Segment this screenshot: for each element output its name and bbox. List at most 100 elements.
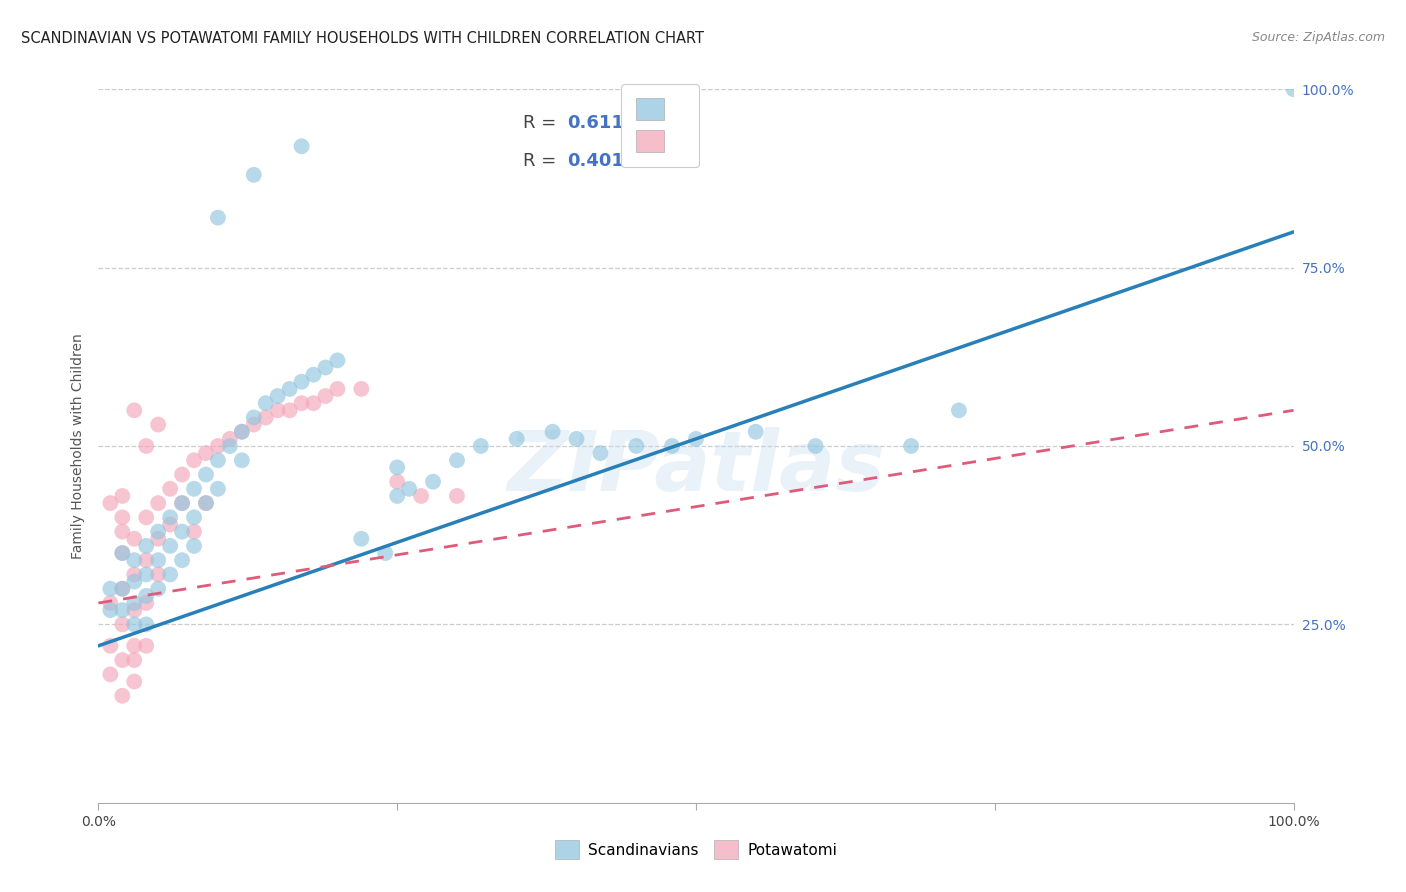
Point (135, 553, 157, 567)
Point (124, 639, 146, 653)
Point (111, 617, 134, 632)
Point (135, 596, 157, 610)
Point (98, 639, 122, 653)
Point (111, 546, 134, 560)
Point (183, 453, 205, 467)
Point (385, 475, 409, 489)
Point (124, 674, 146, 689)
Point (506, 432, 529, 446)
Point (124, 403, 146, 417)
Point (148, 582, 170, 596)
Point (111, 524, 134, 539)
Point (135, 439, 157, 453)
Point (135, 567, 157, 582)
Point (148, 532, 170, 546)
Point (243, 168, 266, 182)
Text: 51: 51 (664, 152, 689, 169)
Point (626, 439, 648, 453)
Point (422, 475, 444, 489)
Point (159, 517, 181, 532)
Point (385, 460, 409, 475)
Text: R =: R = (523, 152, 561, 169)
Point (374, 546, 396, 560)
Point (219, 432, 242, 446)
Point (411, 489, 433, 503)
Point (159, 567, 181, 582)
Point (135, 539, 157, 553)
Point (291, 396, 314, 410)
Point (183, 510, 205, 524)
Point (124, 532, 146, 546)
Point (231, 425, 253, 439)
Point (148, 496, 170, 510)
Point (326, 382, 349, 396)
Point (98, 603, 122, 617)
Point (207, 482, 229, 496)
Point (135, 639, 157, 653)
Point (350, 382, 373, 396)
Text: R =: R = (523, 114, 561, 132)
Point (195, 467, 218, 482)
Point (124, 617, 146, 632)
Text: N =: N = (619, 114, 669, 132)
Point (541, 425, 564, 439)
Point (195, 496, 218, 510)
Point (1282, 82, 1305, 96)
Text: N =: N = (619, 152, 669, 169)
Point (135, 617, 157, 632)
Point (350, 532, 373, 546)
Point (900, 439, 922, 453)
Y-axis label: Family Households with Children: Family Households with Children (72, 333, 86, 559)
Point (111, 653, 134, 667)
Point (183, 524, 205, 539)
Point (291, 375, 314, 389)
Point (124, 567, 146, 582)
Point (172, 496, 194, 510)
Text: SCANDINAVIAN VS POTAWATOMI FAMILY HOUSEHOLDS WITH CHILDREN CORRELATION CHART: SCANDINAVIAN VS POTAWATOMI FAMILY HOUSEH… (21, 31, 704, 46)
Point (207, 211, 229, 225)
Point (195, 496, 218, 510)
Point (172, 467, 194, 482)
Text: ZIPatlas: ZIPatlas (508, 427, 884, 508)
Point (231, 453, 253, 467)
Point (111, 489, 134, 503)
Point (148, 524, 170, 539)
Point (661, 439, 683, 453)
Point (148, 553, 170, 567)
Point (326, 353, 349, 368)
Point (446, 453, 468, 467)
Point (315, 360, 337, 375)
Point (98, 596, 122, 610)
Point (159, 482, 181, 496)
Point (111, 546, 134, 560)
Point (98, 496, 122, 510)
Point (111, 582, 134, 596)
Point (398, 482, 420, 496)
Point (98, 582, 122, 596)
Point (302, 368, 325, 382)
Point (243, 417, 266, 432)
Point (207, 453, 229, 467)
Point (565, 432, 588, 446)
Point (148, 567, 170, 582)
Point (111, 582, 134, 596)
Point (685, 432, 707, 446)
Point (124, 603, 146, 617)
Point (183, 482, 205, 496)
Text: 0.401: 0.401 (567, 152, 624, 169)
Point (278, 382, 301, 396)
Point (745, 425, 768, 439)
Point (302, 396, 325, 410)
Point (183, 539, 205, 553)
Point (278, 403, 301, 417)
Point (111, 603, 134, 617)
Point (291, 139, 314, 153)
Point (589, 446, 612, 460)
Point (446, 489, 468, 503)
Legend: Scandinavians, Potawatomi: Scandinavians, Potawatomi (547, 832, 845, 866)
Point (124, 653, 146, 667)
Point (254, 396, 277, 410)
Point (267, 403, 290, 417)
Point (948, 403, 970, 417)
Text: 0.611: 0.611 (567, 114, 624, 132)
